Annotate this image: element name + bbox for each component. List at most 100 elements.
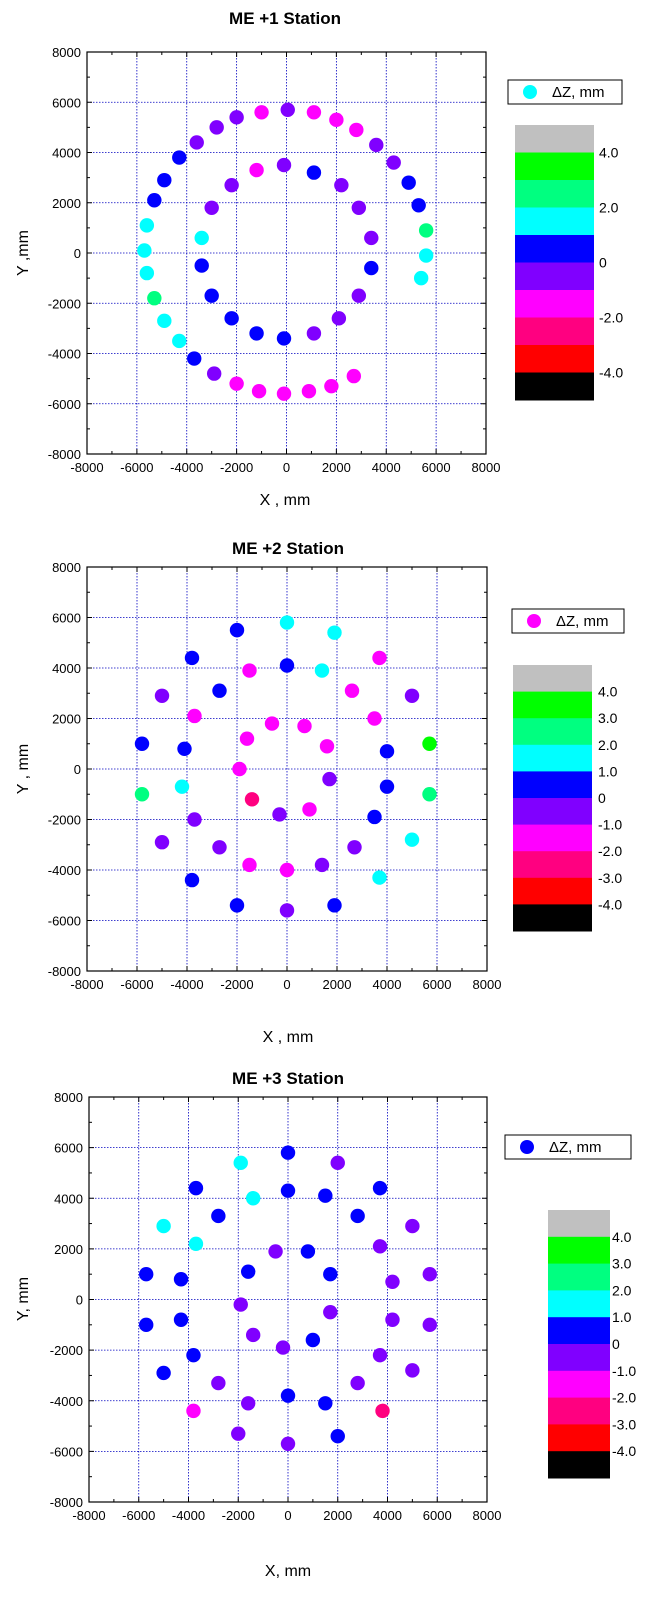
y-tick-label: -2000 <box>50 1343 83 1358</box>
y-tick-label: 0 <box>74 246 81 261</box>
data-point <box>224 177 239 193</box>
x-axis-label: X , mm <box>263 1029 314 1046</box>
x-tick-label: 8000 <box>473 977 502 992</box>
data-point <box>404 832 420 847</box>
data-point <box>212 683 227 698</box>
data-point <box>369 137 384 153</box>
data-point <box>385 1274 400 1289</box>
data-point <box>157 313 172 329</box>
y-axis-label: Y ,mm <box>15 230 32 276</box>
chart-svg-2: ME +2 Station -8000 -6000 -4000 -2000 0 2000 40… <box>15 539 625 1046</box>
colorbar-cell <box>513 851 592 879</box>
colorbar-cell <box>513 691 592 719</box>
colorbar-cell <box>515 125 594 153</box>
data-point <box>279 862 295 878</box>
x-tick-label: -8000 <box>70 460 103 475</box>
data-point <box>347 840 362 855</box>
chart-panel-1: ME +1 Station -8000 -6000 -4000 -2000 0 2000 40… <box>0 0 670 530</box>
colorbar-label: -4.0 <box>598 896 622 912</box>
data-point <box>411 198 426 213</box>
data-point <box>239 731 255 746</box>
data-point <box>422 1317 437 1333</box>
data-point <box>334 177 349 193</box>
data-point <box>413 270 429 286</box>
data-point <box>154 835 170 850</box>
data-point <box>184 872 200 888</box>
data-point <box>330 1428 345 1444</box>
data-point <box>139 265 155 281</box>
data-point <box>323 1266 338 1282</box>
x-tick-label: 6000 <box>423 977 452 992</box>
data-point <box>231 1426 246 1441</box>
data-point <box>211 1375 226 1391</box>
data-point <box>350 1208 365 1224</box>
y-tick-label: 6000 <box>52 611 81 626</box>
x-tick-label: 2000 <box>323 977 352 992</box>
y-tick-label: 8000 <box>54 1090 83 1105</box>
y-tick-label: 2000 <box>52 196 81 211</box>
x-tick-label: -8000 <box>70 977 103 992</box>
chart-svg-3: ME +3 Station -8000 -6000 -4000 -2000 0 2000 40… <box>15 1069 636 1580</box>
colorbar-cell <box>513 798 592 826</box>
colorbar-cell <box>513 904 592 932</box>
data-point <box>194 258 209 273</box>
y-tick-label: -8000 <box>48 964 81 979</box>
colorbar-cell <box>513 665 592 693</box>
data-point <box>305 1332 321 1348</box>
x-tick-label: -2000 <box>222 1508 255 1523</box>
data-point <box>154 688 170 703</box>
data-point <box>186 1347 201 1363</box>
data-point <box>134 787 150 802</box>
colorbar-label: -1.0 <box>598 817 622 833</box>
colorbar-label: -1.0 <box>612 1363 636 1379</box>
data-point <box>331 311 347 326</box>
colorbar-cell <box>548 1397 610 1425</box>
colorbar-label: 1.0 <box>598 763 618 779</box>
colorbar-cell <box>515 207 594 236</box>
legend-label: ΔZ, mm <box>556 613 609 630</box>
colorbar-cell <box>548 1317 610 1345</box>
data-point <box>350 1375 365 1391</box>
x-tick-label: 2000 <box>323 1508 352 1523</box>
data-point <box>401 175 416 190</box>
data-point <box>209 120 224 135</box>
data-point <box>405 1218 420 1234</box>
colorbar-cell <box>548 1290 610 1318</box>
data-point <box>206 366 222 381</box>
data-point <box>330 1155 345 1171</box>
x-tick-label: 0 <box>283 977 290 992</box>
data-point <box>156 1218 171 1234</box>
colorbar-label: -2.0 <box>612 1390 636 1406</box>
chart-title: ME +2 Station <box>232 539 344 558</box>
data-point <box>318 1396 333 1411</box>
data-point <box>245 1191 261 1206</box>
data-point <box>327 625 342 640</box>
data-point <box>251 383 267 399</box>
data-point <box>224 311 239 326</box>
data-point <box>232 761 247 777</box>
data-point <box>404 688 420 703</box>
data-point <box>349 122 364 138</box>
data-point <box>379 779 395 794</box>
data-point <box>314 857 330 873</box>
x-tick-label: -6000 <box>122 1508 155 1523</box>
data-point <box>229 110 244 125</box>
colorbar-cell <box>548 1370 610 1399</box>
data-point <box>241 1264 256 1279</box>
data-point <box>139 1317 154 1333</box>
data-point <box>139 218 155 233</box>
data-point <box>372 650 387 666</box>
data-point <box>323 1304 338 1320</box>
data-point <box>229 898 245 913</box>
colorbar-label: 4.0 <box>612 1229 632 1245</box>
colorbar-cell <box>515 180 594 208</box>
y-tick-label: 0 <box>76 1293 83 1308</box>
colorbar-cell <box>513 877 592 905</box>
data-point <box>229 376 244 391</box>
colorbar-label: -2.0 <box>598 843 622 859</box>
colorbar-label: 0 <box>598 790 606 806</box>
colorbar-label: 3.0 <box>612 1256 632 1272</box>
colorbar-label: 0 <box>599 255 607 271</box>
data-point <box>314 663 330 678</box>
x-tick-label: -4000 <box>170 460 203 475</box>
